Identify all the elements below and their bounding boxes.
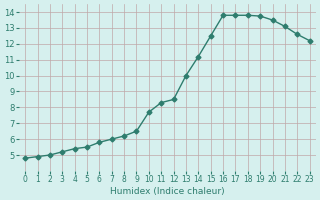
X-axis label: Humidex (Indice chaleur): Humidex (Indice chaleur) (110, 187, 225, 196)
